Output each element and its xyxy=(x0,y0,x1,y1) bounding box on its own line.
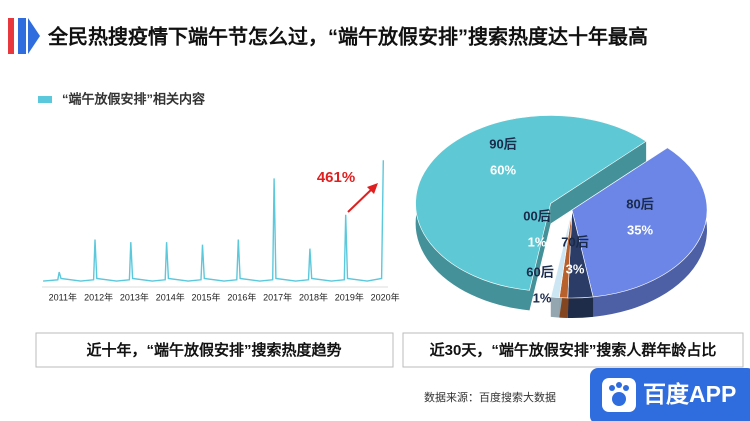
slice-side xyxy=(550,296,560,318)
x-tick-label: 2019年 xyxy=(335,291,364,302)
pie-slice xyxy=(415,115,647,291)
pie-slice xyxy=(550,209,573,298)
caption-box xyxy=(402,332,744,368)
x-tick-label: 2018年 xyxy=(299,291,328,302)
slice-label: 90后 xyxy=(489,136,516,151)
slice-side xyxy=(567,296,594,318)
slice-label: 70后 xyxy=(561,234,588,249)
slice-value: 1% xyxy=(528,234,547,249)
slice-value: 35% xyxy=(627,222,653,237)
slice-value: 60% xyxy=(490,162,516,177)
pie-slice xyxy=(571,147,708,298)
chart-caption: 近30天，“端午放假安排”搜索人群年龄占比 xyxy=(430,341,717,359)
annotation-arrow xyxy=(347,187,374,213)
slice-value: 3% xyxy=(566,261,585,276)
legend-swatch xyxy=(38,96,52,103)
source-note: 数据来源：百度搜索大数据 xyxy=(424,390,556,404)
slice-label: 80后 xyxy=(626,196,653,211)
slice-side xyxy=(529,203,551,311)
slice-label: 00后 xyxy=(523,208,550,223)
caption-box xyxy=(35,332,394,368)
x-tick-label: 2012年 xyxy=(84,291,113,302)
x-tick-label: 2015年 xyxy=(192,291,221,302)
logo-paw xyxy=(609,385,615,391)
slice-label: 60后 xyxy=(526,264,553,279)
line-series xyxy=(43,160,384,282)
x-tick-label: 2020年 xyxy=(371,291,400,302)
logo-text: 百度APP xyxy=(643,381,736,407)
x-tick-label: 2016年 xyxy=(227,291,256,302)
logo-paw xyxy=(616,382,622,388)
slice-side xyxy=(550,141,647,224)
slide-title: 全民热搜疫情下端午节怎么过，“端午放假安排”搜索热度达十年最高 xyxy=(47,24,648,48)
accent-blue xyxy=(18,18,26,54)
accent-arrow xyxy=(28,18,40,54)
x-tick-label: 2014年 xyxy=(156,291,185,302)
x-tick-label: 2011年 xyxy=(49,291,77,302)
legend-label: “端午放假安排”相关内容 xyxy=(62,91,205,106)
x-tick-label: 2013年 xyxy=(120,291,149,302)
logo-paw xyxy=(623,385,629,391)
logo-paw xyxy=(612,392,626,406)
annotation-arrow-head xyxy=(367,183,378,194)
slice-side xyxy=(593,147,707,317)
annotation: 461% xyxy=(317,169,355,186)
slice-value: 1% xyxy=(533,290,552,305)
chart-caption: 近十年，“端午放假安排”搜索热度趋势 xyxy=(86,341,341,359)
x-tick-label: 2017年 xyxy=(263,291,292,302)
accent-red xyxy=(8,18,14,54)
